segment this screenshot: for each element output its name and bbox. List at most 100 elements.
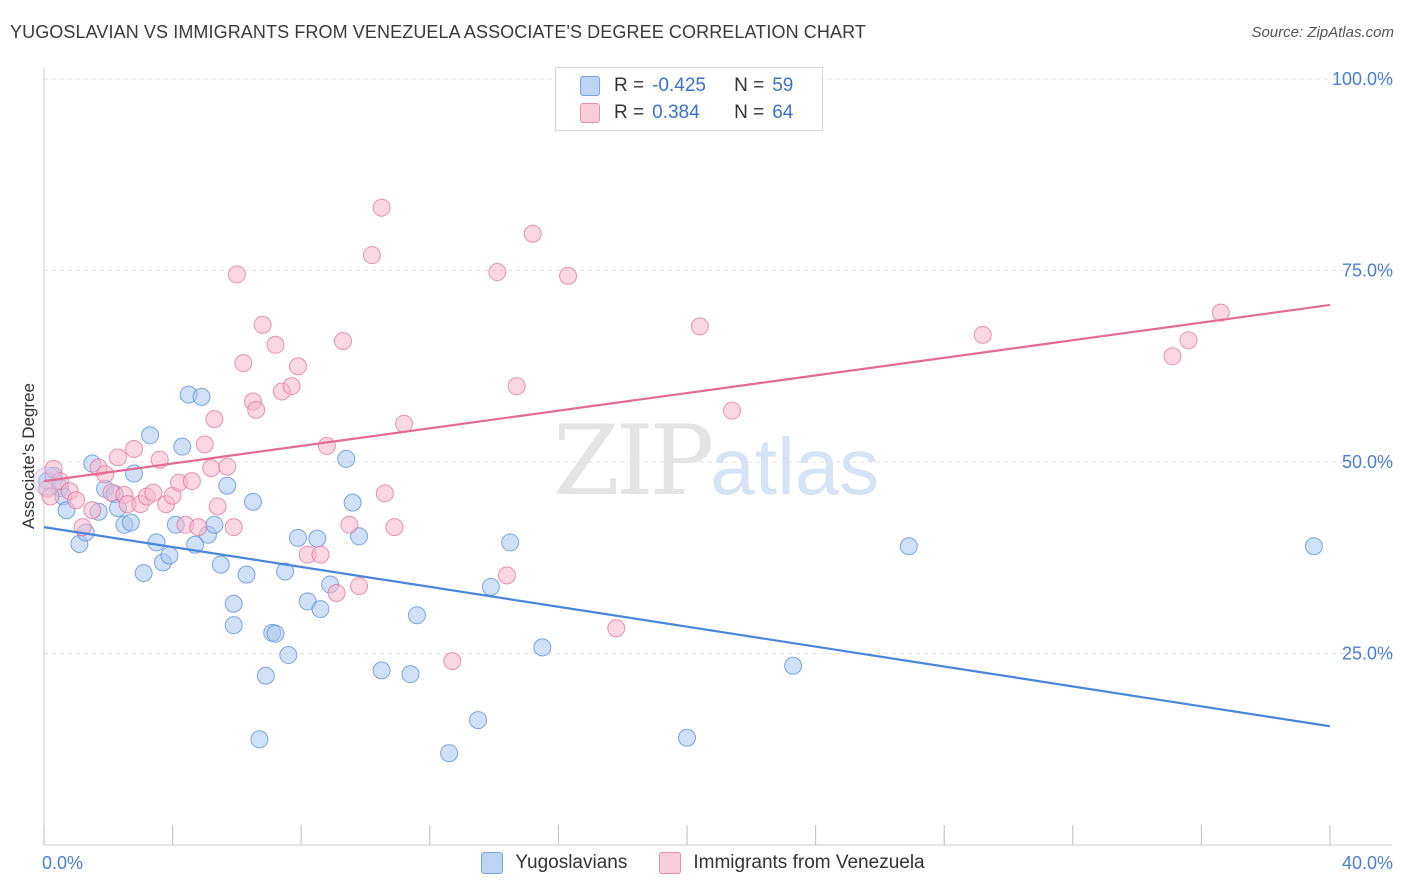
data-point (125, 439, 144, 458)
data-point (395, 414, 414, 433)
data-point (362, 246, 381, 265)
data-point (250, 730, 269, 749)
legend-swatch-pink (580, 103, 600, 123)
data-point (192, 387, 211, 406)
legend-n-value: 64 (772, 102, 794, 123)
data-point (607, 619, 626, 638)
data-point (340, 515, 359, 534)
source-label: Source: ZipAtlas.com (1251, 24, 1394, 41)
data-point (1179, 331, 1198, 350)
data-point (279, 646, 298, 665)
data-point (488, 263, 507, 282)
data-point (234, 354, 253, 373)
data-point (440, 744, 459, 763)
legend-r-value: 0.384 (652, 102, 700, 123)
chart-title: YUGOSLAVIAN VS IMMIGRANTS FROM VENEZUELA… (10, 22, 866, 42)
data-point (327, 583, 346, 602)
data-point (385, 518, 404, 537)
data-point (973, 325, 992, 344)
legend-row-venezuela: R = 0.384 N = 64 (580, 101, 793, 125)
data-point (350, 577, 369, 596)
axis-labels: 25.0% 50.0% 75.0% 100.0% 0.0% 40.0% Associate'… (19, 69, 1393, 873)
y-tick-label: 50.0% (1342, 452, 1393, 472)
data-point (256, 666, 275, 685)
data-point (147, 533, 166, 552)
data-point (899, 537, 918, 556)
legend-item-venezuela[interactable]: Immigrants from Venezuela (659, 852, 925, 874)
y-tick-label: 25.0% (1342, 644, 1393, 664)
legend-row-yugoslavians: R = -0.425 N = 59 (580, 74, 793, 98)
data-point (160, 546, 179, 565)
y-axis-label: Associate's Degree (19, 383, 38, 529)
axes (43, 68, 1392, 846)
data-point (243, 492, 262, 511)
x-tick-label-min: 0.0% (42, 853, 83, 873)
data-point (189, 518, 208, 537)
data-point (311, 545, 330, 564)
data-point (253, 315, 272, 334)
data-point (1304, 537, 1323, 556)
data-point (308, 529, 327, 548)
data-point (276, 562, 295, 581)
data-point (218, 457, 237, 476)
legend-item-yugoslavians[interactable]: Yugoslavians (481, 852, 627, 874)
data-point (1163, 347, 1182, 366)
data-point (282, 377, 301, 396)
data-point (311, 600, 330, 619)
data-point (141, 426, 160, 445)
legend-label-yugoslavians: Yugoslavians (515, 852, 628, 873)
watermark-zip: ZIP (553, 405, 714, 517)
y-tick-label: 100.0% (1332, 69, 1393, 89)
data-point (497, 566, 516, 585)
data-point (333, 331, 352, 350)
data-point (182, 472, 201, 491)
legend-r-value: -0.425 (652, 75, 706, 96)
data-point (481, 577, 500, 596)
data-point (690, 317, 709, 336)
data-point (211, 555, 230, 574)
data-point (723, 401, 742, 420)
data-point (134, 564, 153, 583)
data-point (247, 400, 266, 419)
legend-swatch-blue (580, 76, 600, 96)
data-point (343, 493, 362, 512)
data-point (224, 518, 243, 537)
data-point (443, 652, 462, 671)
data-point (288, 357, 307, 376)
legend-swatch-blue (481, 852, 504, 874)
trend-line-yugoslavians (43, 526, 1331, 728)
legend-n-label: N = (734, 75, 765, 96)
legend-r-label: R = (614, 75, 645, 96)
watermark: ZIPatlas (553, 405, 879, 517)
data-point (218, 476, 237, 495)
data-point (375, 484, 394, 503)
trend-line-venezuela (43, 303, 1331, 483)
data-point (224, 616, 243, 635)
stats-legend: R = -0.425 N = 59 R = 0.384 N = 64 (555, 67, 823, 131)
series-venezuela (32, 198, 1230, 671)
data-point (205, 410, 224, 429)
data-point (407, 606, 426, 625)
data-point (41, 487, 60, 506)
data-point (208, 497, 227, 516)
data-point (401, 665, 420, 684)
data-point (67, 491, 86, 510)
x-tick-label-max: 40.0% (1342, 853, 1393, 873)
legend-n-value: 59 (772, 75, 794, 96)
data-point (173, 437, 192, 456)
data-point (372, 661, 391, 680)
data-point (266, 335, 285, 354)
data-point (350, 527, 369, 546)
data-point (108, 448, 127, 467)
data-point (266, 624, 285, 643)
data-point (121, 513, 140, 532)
data-point (501, 533, 520, 552)
data-point (1211, 303, 1230, 322)
data-point (237, 565, 256, 584)
data-point (678, 728, 696, 747)
data-point (523, 224, 542, 243)
data-point (784, 656, 803, 675)
y-tick-label: 75.0% (1342, 261, 1393, 281)
legend-swatch-pink (659, 852, 682, 874)
